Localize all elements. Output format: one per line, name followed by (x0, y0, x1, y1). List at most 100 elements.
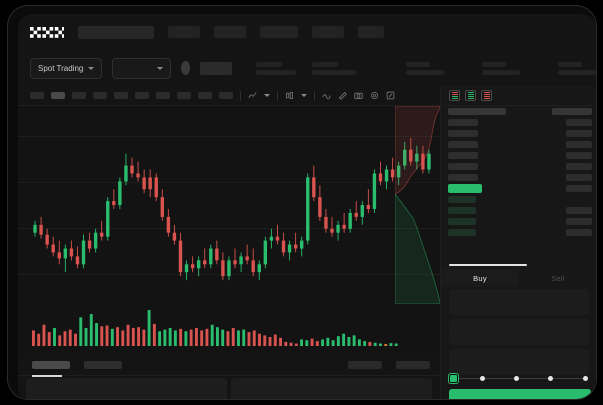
trading-mode-dropdown[interactable]: Spot Trading (30, 57, 103, 79)
timeframe-button[interactable] (114, 92, 128, 99)
okx-logo[interactable] (30, 25, 64, 39)
pair-select[interactable] (112, 57, 171, 79)
timeframe-button[interactable] (93, 92, 107, 99)
fullscreen-icon[interactable] (386, 91, 395, 100)
trading-mode-label: Spot Trading (38, 63, 84, 73)
ticker-stat (256, 61, 296, 75)
timeframe-button[interactable] (156, 92, 170, 99)
timeframe-button[interactable] (219, 92, 233, 99)
toolbar-divider (314, 90, 315, 101)
orderbook-bid-row[interactable] (441, 194, 596, 205)
ticker-stat (312, 61, 356, 75)
orderbook-ask-row[interactable] (441, 150, 596, 161)
search-input[interactable] (78, 25, 154, 39)
orderbook-view-modes (441, 86, 596, 106)
nav-item-4[interactable] (312, 26, 344, 38)
volume-series (32, 310, 398, 346)
candle-series (33, 137, 431, 281)
settings-icon[interactable] (370, 91, 379, 100)
ticker-stat (558, 61, 596, 75)
nav-item-2[interactable] (214, 26, 246, 38)
amount-percent-slider[interactable] (449, 372, 591, 384)
tab-open-orders[interactable] (32, 360, 70, 377)
slider-step-dot[interactable] (583, 375, 588, 381)
timeframe-button[interactable] (135, 92, 149, 99)
nav-item-3[interactable] (260, 26, 298, 38)
orders-action-2[interactable] (396, 360, 430, 369)
slider-handle[interactable] (449, 374, 458, 383)
ticker-stat-value (256, 69, 296, 75)
chevron-down-icon[interactable] (301, 94, 307, 97)
orders-panels (18, 378, 440, 399)
submit-buy-button[interactable] (449, 389, 591, 399)
orderbook-bid-row[interactable] (441, 205, 596, 216)
slider-step-dot[interactable] (480, 375, 485, 381)
orderbook-bid-row[interactable] (441, 216, 596, 227)
nav-item-1[interactable] (168, 26, 200, 38)
chart-type-icon[interactable] (285, 91, 294, 100)
chevron-down-icon[interactable] (264, 94, 270, 97)
orderbook-asks-icon[interactable] (481, 90, 492, 101)
orderbook-col-amount (552, 108, 592, 115)
order-amount-field[interactable] (449, 319, 589, 345)
orderbook-ask-row[interactable] (441, 128, 596, 139)
orderbook-last-price-row[interactable] (441, 183, 596, 194)
pair-info-bar: Spot Trading (18, 50, 596, 86)
timeframe-button[interactable] (177, 92, 191, 99)
slider-track (452, 377, 588, 379)
ticker-stat-value (312, 69, 356, 75)
app-screen: Spot Trading (18, 14, 596, 399)
orders-action-1[interactable] (348, 360, 382, 369)
orderbook-bids-icon[interactable] (465, 90, 476, 101)
timeframe-button[interactable] (72, 92, 86, 99)
timeframe-button-active[interactable] (51, 92, 65, 99)
orders-panel-right[interactable] (231, 378, 432, 399)
orderbook-ask-row[interactable] (441, 161, 596, 172)
orderbook-rows[interactable] (441, 106, 596, 264)
depth-chart-overlay (395, 106, 440, 304)
orderbook-ask-row[interactable] (441, 139, 596, 150)
ruler-icon[interactable] (338, 91, 347, 100)
orderbook-ask-row[interactable] (441, 172, 596, 183)
tab-sell-label: Sell (551, 273, 565, 283)
orders-panel-left[interactable] (26, 378, 227, 399)
pair-price-placeholder (199, 61, 232, 75)
tab-sell[interactable]: Sell (519, 269, 596, 287)
ticker-stat (482, 61, 520, 75)
ticker-stat-value (482, 69, 520, 75)
indicator-icon[interactable] (248, 91, 257, 100)
timeframe-button[interactable] (198, 92, 212, 99)
coin-avatar (180, 61, 190, 75)
toolbar-divider (240, 90, 241, 101)
order-total-field[interactable] (449, 349, 589, 375)
chart-toolbar (18, 86, 596, 106)
candlestick-chart[interactable] (18, 106, 440, 304)
ticker-stat-label (256, 61, 282, 67)
ticker-stat-label (558, 61, 582, 67)
ticker-stat-label (312, 61, 338, 67)
panel-separator (449, 264, 527, 266)
orderbook-ask-row[interactable] (441, 117, 596, 128)
orderbook-both-icon[interactable] (449, 90, 460, 101)
chevron-down-icon (88, 66, 95, 70)
slider-step-dot[interactable] (514, 375, 519, 381)
buy-sell-tabs: Buy Sell (441, 269, 596, 287)
tab-order-history[interactable] (84, 360, 122, 369)
ticker-stat-value (558, 69, 596, 75)
trade-form-fields (449, 289, 589, 379)
volume-chart[interactable] (18, 304, 440, 354)
tab-buy-label: Buy (473, 273, 487, 283)
camera-icon[interactable] (354, 91, 363, 100)
top-navigation-bar (18, 14, 596, 50)
order-price-field[interactable] (449, 289, 589, 315)
ticker-stat-value (406, 69, 444, 75)
slider-step-dot[interactable] (548, 375, 553, 381)
toolbar-divider (277, 90, 278, 101)
tab-buy[interactable]: Buy (441, 269, 519, 287)
orderbook-bid-row[interactable] (441, 227, 596, 238)
line-tool-icon[interactable] (322, 91, 331, 100)
nav-item-5[interactable] (358, 26, 384, 38)
timeframe-button[interactable] (30, 92, 44, 99)
ticker-stat-label (482, 61, 506, 67)
